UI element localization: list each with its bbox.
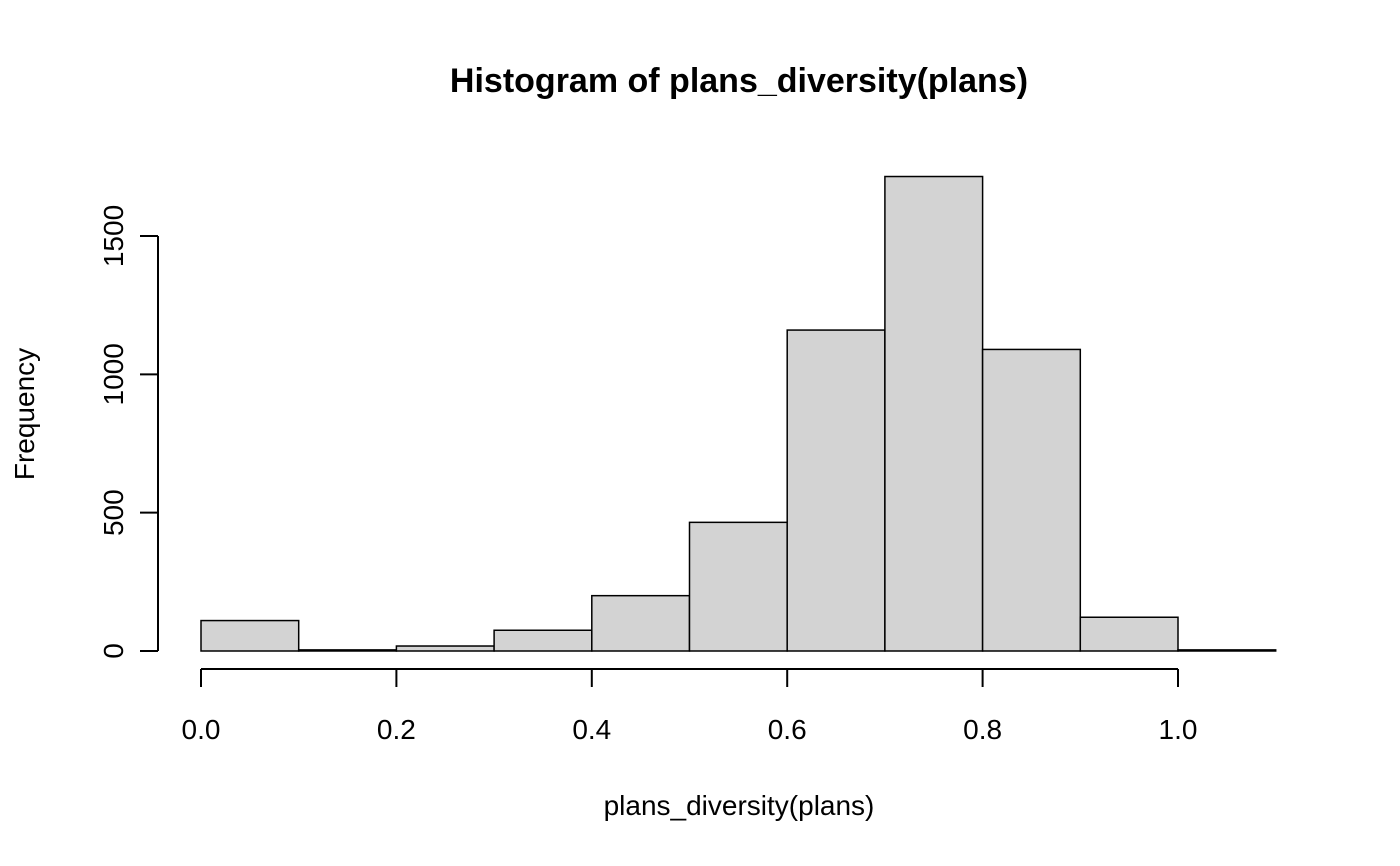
histogram-bar [884, 175, 984, 652]
x-tick-label: 1.0 [1159, 714, 1198, 745]
x-tick-label: 0.0 [182, 714, 221, 745]
x-tick-label: 0.8 [963, 714, 1002, 745]
x-axis: 0.0 0.2 0.4 0.6 0.8 1.0 [182, 668, 1198, 745]
y-axis: 0 500 1000 1500 [98, 205, 159, 659]
y-tick-label: 0 [98, 643, 129, 659]
x-tick-label: 0.6 [768, 714, 807, 745]
histogram-bar [200, 619, 300, 652]
x-axis-label: plans_diversity(plans) [604, 790, 875, 821]
histogram-bar [1079, 616, 1179, 652]
histogram-bar [688, 521, 788, 652]
y-tick-label: 500 [98, 489, 129, 536]
histogram-bar [1177, 649, 1277, 652]
y-axis-label: Frequency [9, 348, 40, 480]
y-tick-label: 1000 [98, 343, 129, 405]
histogram-bar [395, 645, 495, 652]
histogram-bar [297, 649, 398, 652]
bars-group [200, 175, 1277, 652]
x-tick-label: 0.2 [377, 714, 416, 745]
chart-title: Histogram of plans_diversity(plans) [450, 62, 1028, 100]
y-tick-label: 1500 [98, 205, 129, 267]
histogram-bar [981, 348, 1082, 652]
x-tick-label: 0.4 [572, 714, 611, 745]
histogram-bar [591, 594, 691, 652]
histogram-bar [493, 629, 593, 652]
histogram-bar [786, 329, 886, 652]
